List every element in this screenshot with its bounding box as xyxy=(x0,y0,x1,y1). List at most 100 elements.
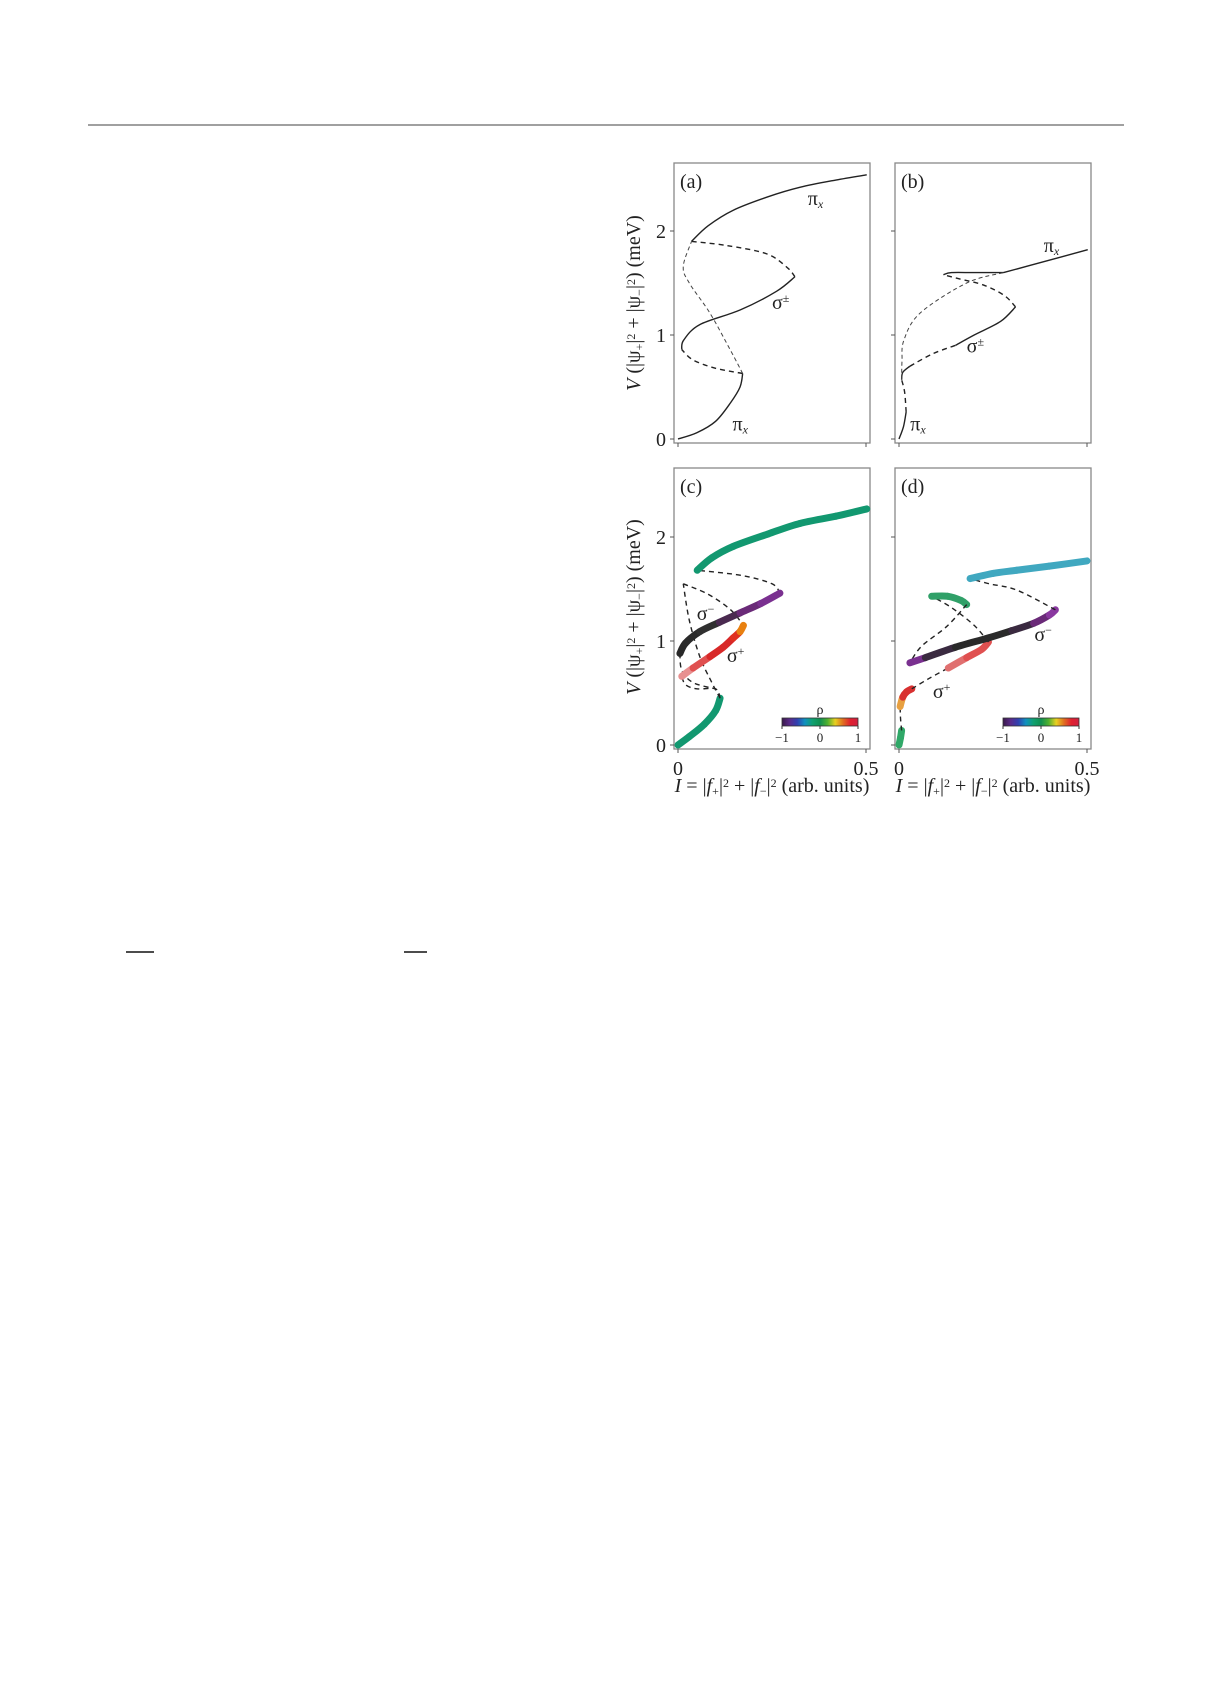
y-axis-label: V (|ψ+|2 + |ψ−|2) (meV) xyxy=(623,519,646,695)
colorbar-tick-label: −1 xyxy=(775,730,789,745)
series-segment xyxy=(757,589,784,608)
series-segment xyxy=(989,566,1021,577)
colorbar-label: ρ xyxy=(817,703,824,718)
series-dashed-1 xyxy=(681,349,743,375)
series-thick-0 xyxy=(674,694,724,749)
y-tick-label: 2 xyxy=(656,527,666,549)
colorbar: ρ −1 0 1 xyxy=(996,703,1082,745)
colorbar-tick-label: 1 xyxy=(855,730,862,745)
series-segment xyxy=(832,505,871,520)
colorbar: ρ −1 0 1 xyxy=(775,703,861,745)
series-segment xyxy=(708,542,737,562)
series-solid-7 xyxy=(1003,249,1088,274)
series-solid-6 xyxy=(943,271,1004,276)
y-tick-label: 0 xyxy=(656,735,666,757)
y-tick-label: 1 xyxy=(656,325,666,347)
colorbar-tick-label: −1 xyxy=(996,730,1010,745)
series-segment xyxy=(984,627,1016,642)
colorbar-gradient xyxy=(1002,717,1080,727)
series-thick-6 xyxy=(676,589,784,657)
plot-frame xyxy=(894,162,1092,444)
series-dashed-4 xyxy=(679,653,716,690)
series-segment xyxy=(1045,606,1059,619)
curve-annotation: πx xyxy=(910,414,926,437)
x-tick-label: 0 xyxy=(673,758,683,780)
x-axis-label: I = |f+|2 + |f−|2 (arb. units) xyxy=(895,775,1091,798)
series-dashed-1 xyxy=(899,706,903,731)
series-dashed-1 xyxy=(900,379,907,413)
plot-frame xyxy=(894,467,1092,750)
panel-label: (b) xyxy=(901,171,924,193)
series-solid-4 xyxy=(955,306,1017,347)
series-dashed-9 xyxy=(969,577,1056,611)
series-solid-5 xyxy=(691,174,867,242)
series-dashed-5 xyxy=(931,595,990,643)
series-solid-0 xyxy=(677,373,744,440)
series-dashed-5 xyxy=(943,274,1017,308)
series-thick-6 xyxy=(928,592,971,609)
series-segment xyxy=(736,621,747,636)
series-segment xyxy=(1045,557,1091,570)
curve-annotation: σ± xyxy=(772,291,790,314)
series-segment xyxy=(978,638,992,653)
series-segment xyxy=(712,694,724,715)
panel-label: (a) xyxy=(680,171,702,193)
series-dashed-3 xyxy=(691,240,796,278)
series-dashed-3 xyxy=(682,583,744,626)
curve-annotation: σ− xyxy=(1034,623,1052,646)
colorbar-tick-label: 0 xyxy=(817,730,824,745)
series-dashed-5 xyxy=(697,569,781,594)
panel-b: (b) πx πx σ± xyxy=(891,162,1092,447)
series-thick-10 xyxy=(966,557,1091,583)
panel-a: 0 1 2 (a) πx πx σ± xyxy=(656,162,871,451)
series-dashed-thin-4 xyxy=(682,241,744,374)
series-thick-7 xyxy=(678,621,747,680)
series-segment xyxy=(903,685,916,696)
series-thick-4 xyxy=(944,638,992,672)
series-solid-0 xyxy=(898,411,907,440)
colorbar-label: ρ xyxy=(1038,703,1045,718)
series-thick-8 xyxy=(693,505,871,574)
series-solid-2 xyxy=(680,276,796,350)
curve-annotation: σ+ xyxy=(933,681,951,704)
series-segment xyxy=(957,596,971,609)
y-axis-label: V (|ψ+|2 + |ψ−|2) (meV) xyxy=(623,215,646,391)
series-thick-0 xyxy=(895,726,906,749)
series-segment xyxy=(1013,562,1053,574)
y-tick-label: 0 xyxy=(656,429,666,451)
curve-annotation: σ± xyxy=(967,335,985,358)
series-segment xyxy=(796,512,840,527)
curve-annotation: σ+ xyxy=(727,644,745,667)
series-dashed-3 xyxy=(911,667,949,690)
y-tick-label: 1 xyxy=(656,631,666,653)
series-segment xyxy=(897,726,906,742)
panel-d: 0 0.5 (d) σ− σ+ ρ −1 0 1 xyxy=(891,467,1100,780)
series-segment xyxy=(921,643,959,662)
series-solid-2 xyxy=(900,365,911,380)
series-thick-2 xyxy=(896,685,916,711)
plot-frame xyxy=(673,162,871,444)
series-dashed-1 xyxy=(681,676,721,699)
curve-annotation: σ− xyxy=(697,603,715,626)
series-dashed-3 xyxy=(909,344,956,367)
x-axis-label: I = |f+|2 + |f−|2 (arb. units) xyxy=(674,775,870,798)
colorbar-tick-label: 1 xyxy=(1076,730,1083,745)
panel-c: 0 1 2 0 0.5 (c) σ− σ+ ρ −1 0 1 xyxy=(656,467,879,780)
series-dashed-7 xyxy=(909,604,968,664)
plot-frame xyxy=(673,467,871,750)
x-tick-label: 0.5 xyxy=(854,758,879,780)
series-dashed-thin-8 xyxy=(901,272,1004,380)
panel-label: (d) xyxy=(901,476,924,498)
panel-label: (c) xyxy=(680,476,702,498)
series-segment xyxy=(966,569,997,583)
series-segment xyxy=(729,530,772,550)
colorbar-tick-label: 0 xyxy=(1038,730,1045,745)
y-tick-label: 2 xyxy=(656,221,666,243)
x-tick-label: 0 xyxy=(894,758,904,780)
curve-annotation: πx xyxy=(733,414,749,437)
curve-annotation: πx xyxy=(1044,235,1060,258)
curve-annotation: πx xyxy=(808,188,824,211)
colorbar-gradient xyxy=(781,717,859,727)
x-tick-label: 0.5 xyxy=(1075,758,1100,780)
